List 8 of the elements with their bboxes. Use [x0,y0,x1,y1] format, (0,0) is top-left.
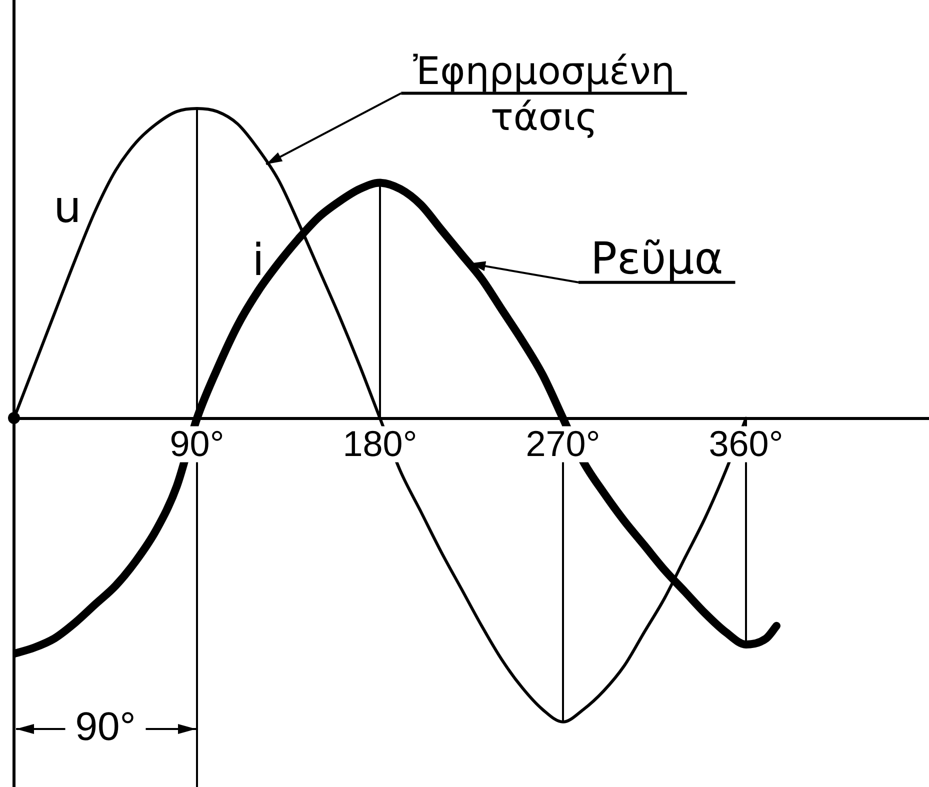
x-tick-label: 270° [526,423,600,464]
x-tick-label: 90° [170,423,224,464]
x-tick-label: 360° [708,423,784,464]
x-tick-label: 180° [342,423,418,464]
series-label: u [53,182,82,234]
series-label: i [252,234,264,286]
annotation: Ρεῦμα [590,233,724,284]
annotation: Ἐφηρμοσμένη τάσις [413,49,675,140]
